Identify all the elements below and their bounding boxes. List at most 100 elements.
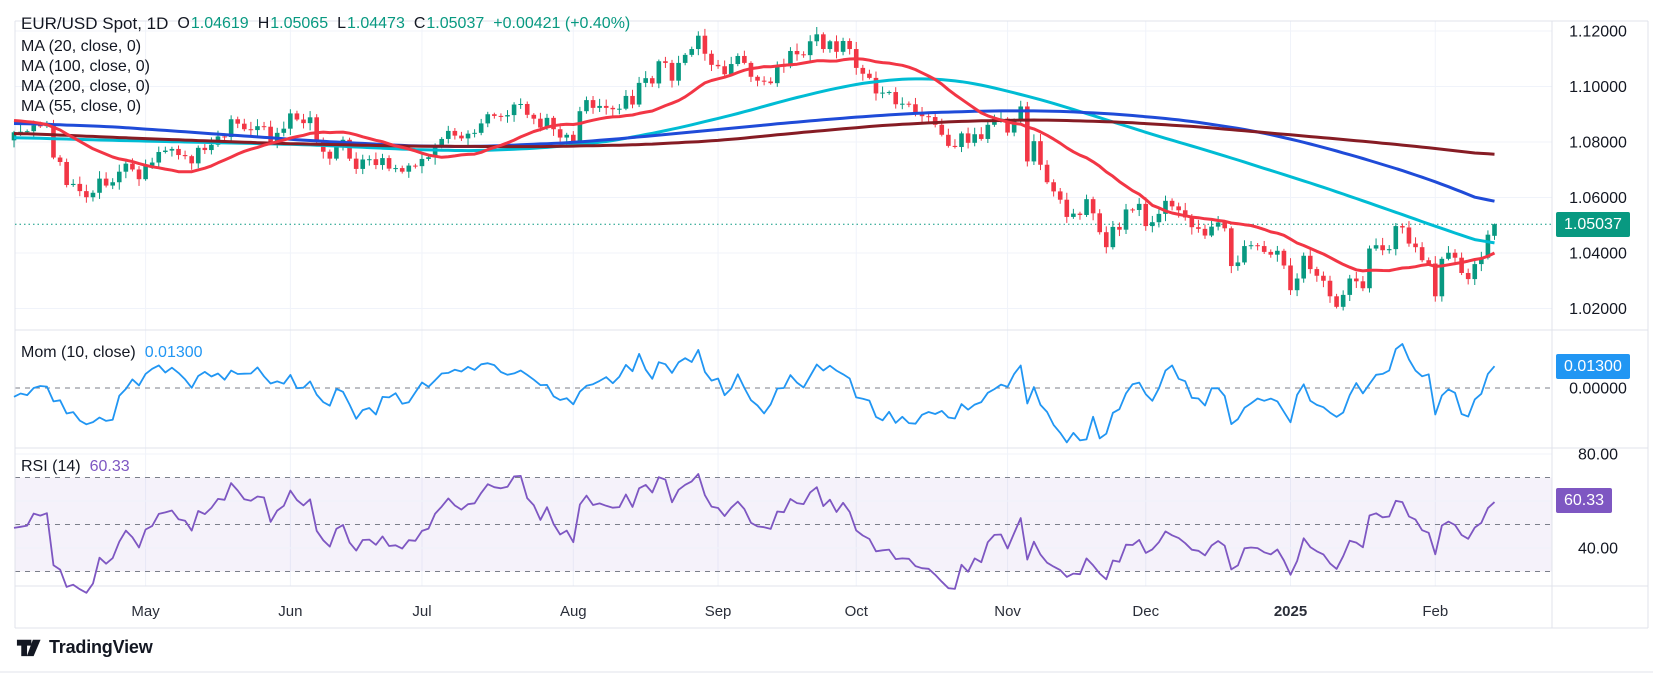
candle-body xyxy=(544,117,550,128)
candle-body xyxy=(1485,234,1491,258)
candle-body xyxy=(827,41,833,50)
candle-body xyxy=(1222,222,1228,229)
candle-body xyxy=(794,50,800,55)
candle-body xyxy=(728,64,734,75)
candle-body xyxy=(603,105,609,108)
candle-body xyxy=(702,35,708,54)
candle-body xyxy=(123,163,129,172)
candle-body xyxy=(281,128,287,133)
candle-body xyxy=(1386,249,1392,251)
candle-body xyxy=(84,191,89,198)
candle-body xyxy=(1038,141,1043,165)
legend-ma20[interactable]: MA (20, close, 0) xyxy=(21,38,142,55)
candle-body xyxy=(314,117,319,142)
candle-body xyxy=(116,171,122,183)
rsi-title: RSI (14) xyxy=(21,458,81,475)
candle-body xyxy=(334,143,339,159)
candle-body xyxy=(1268,251,1274,255)
candle-body xyxy=(1373,245,1379,249)
candle-body xyxy=(386,158,392,169)
candle-body xyxy=(1011,120,1017,133)
candle-body xyxy=(399,168,405,172)
legend-ma100[interactable]: MA (100, close, 0) xyxy=(21,58,150,75)
candle-body xyxy=(571,134,576,145)
momentum-axis-label: 0.00000 xyxy=(1569,381,1627,398)
candle-body xyxy=(873,77,879,94)
candle-body xyxy=(31,125,37,132)
price-axis-label: 1.04000 xyxy=(1569,246,1627,263)
candle-body xyxy=(492,114,497,116)
candle-body xyxy=(643,78,648,83)
candle-body xyxy=(426,157,431,159)
ohlc-close: C1.05037 xyxy=(413,15,485,32)
momentum-line xyxy=(13,343,1496,444)
candle-body xyxy=(1018,106,1024,121)
candle-body xyxy=(880,92,885,94)
candle-body xyxy=(1097,213,1102,233)
candle-body xyxy=(439,138,444,146)
candle-body xyxy=(946,134,951,146)
symbol-legend[interactable]: EUR/USD Spot, 1D O1.04619 H1.05065 L1.04… xyxy=(21,14,630,34)
candle-body xyxy=(584,100,589,112)
momentum-legend[interactable]: Mom (10, close) 0.01300 xyxy=(21,344,203,362)
candle-body xyxy=(156,151,162,163)
candle-body xyxy=(1136,203,1142,210)
candle-body xyxy=(393,168,398,170)
candle-body xyxy=(939,124,945,135)
candle-body xyxy=(636,82,642,105)
candle-body xyxy=(110,182,115,186)
rsi-axis-label: 80.00 xyxy=(1578,447,1618,464)
tradingview-logo[interactable]: TradingView xyxy=(15,634,153,661)
candle-body xyxy=(1380,245,1385,251)
candle-body xyxy=(70,183,76,186)
rsi-badge: 60.33 xyxy=(1556,488,1613,513)
candle-body xyxy=(524,103,530,115)
rsi-legend[interactable]: RSI (14) 60.33 xyxy=(21,458,130,476)
candle-body xyxy=(176,148,181,156)
price-axis-label: 1.10000 xyxy=(1569,79,1627,96)
candle-body xyxy=(255,126,260,131)
rsi-line xyxy=(13,473,1496,594)
candle-body xyxy=(1261,246,1267,252)
candle-body xyxy=(551,117,556,130)
candle-body xyxy=(498,115,504,117)
candle-body xyxy=(978,134,984,139)
ohlc-open: O1.04619 xyxy=(177,15,249,32)
candle-body xyxy=(288,113,293,129)
candle-body xyxy=(380,158,385,166)
candle-body xyxy=(1235,262,1241,267)
legend-ma55[interactable]: MA (55, close, 0) xyxy=(21,98,142,115)
x-axis-label: May xyxy=(131,603,160,620)
candle-body xyxy=(807,41,813,56)
candle-body xyxy=(465,133,471,139)
candle-body xyxy=(11,132,17,141)
candle-body xyxy=(774,65,780,84)
candle-body xyxy=(235,119,241,124)
candle-body xyxy=(222,136,227,138)
candle-body xyxy=(1393,226,1399,250)
candle-body xyxy=(1156,213,1162,223)
last-price-badge: 1.05037 xyxy=(1556,212,1630,237)
candle-body xyxy=(248,129,254,131)
candle-body xyxy=(77,183,83,192)
candle-body xyxy=(1090,199,1096,214)
candle-body xyxy=(97,178,102,193)
candle-body xyxy=(617,108,622,110)
candle-body xyxy=(24,131,30,133)
candle-body xyxy=(610,107,616,110)
price-axis-label: 1.02000 xyxy=(1569,301,1627,318)
candle-body xyxy=(577,111,583,145)
candle-body xyxy=(1288,265,1293,291)
legend-ma200[interactable]: MA (200, close, 0) xyxy=(21,78,150,95)
x-axis-label: 2025 xyxy=(1274,603,1307,620)
candle-body xyxy=(906,103,912,105)
candle-body xyxy=(1255,245,1260,247)
candle-body xyxy=(1281,250,1287,266)
candle-body xyxy=(1248,245,1254,247)
candle-body xyxy=(669,62,675,81)
candle-body xyxy=(1432,263,1438,297)
candle-body xyxy=(1143,203,1149,227)
candle-body xyxy=(1400,226,1405,228)
candle-body xyxy=(1465,272,1471,280)
